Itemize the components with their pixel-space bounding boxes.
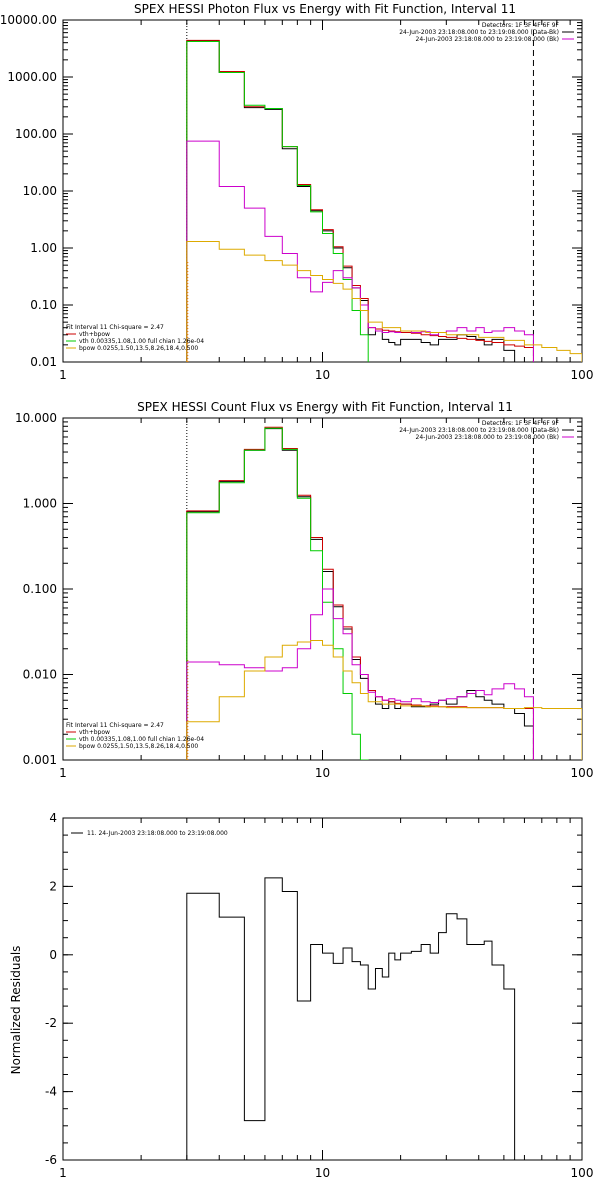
legend-text: vth 0.00335,1.08,1.00 full chian 1.26e-0…	[79, 338, 204, 345]
legend-text: bpow 0.0255,1.50,13.5,8.26,18.4,0.500	[79, 743, 198, 750]
series-black	[186, 40, 525, 362]
y-tick-label: 10000.00	[0, 13, 57, 27]
series-red	[186, 426, 534, 760]
y-tick-label: 0.10	[30, 298, 57, 312]
series-magenta	[186, 588, 534, 760]
y-tick-label: 0	[49, 948, 57, 962]
legend-text: 24-Jun-2003 23:18:08.000 to 23:19:08.000…	[416, 434, 559, 441]
y-tick-label: 1000.00	[7, 70, 57, 84]
data-layer	[186, 418, 582, 760]
y-tick-label: 10.00	[23, 184, 57, 198]
panel-residuals: Normalized Residuals 1 10 100 -6 -4 -2 0 2 4 11. …	[9, 811, 594, 1180]
x-tick-label: 1	[59, 1166, 67, 1180]
panel-count-flux: SPEX HESSI Count Flux vs Energy with Fit…	[15, 400, 594, 780]
y-tick-label: 10.000	[15, 411, 57, 425]
data-layer	[186, 877, 525, 1160]
series-green	[186, 40, 369, 362]
data-layer	[186, 20, 582, 362]
series-red	[186, 39, 534, 362]
series-green	[186, 427, 369, 760]
y-tick-label: -4	[45, 1085, 57, 1099]
x-tick-label: 10	[315, 1166, 330, 1180]
x-tick-label: 1	[59, 368, 67, 382]
legend-text: vth+bpow	[79, 331, 110, 338]
x-tick-label: 100	[571, 1166, 594, 1180]
legend-text: Fit Interval 11 Chi-square = 2.47	[66, 324, 164, 331]
legend-text: 11. 24-Jun-2003 23:18:08.000 to 23:19:08…	[87, 830, 228, 837]
y-axis-label: Normalized Residuals	[9, 946, 23, 1075]
plot-area: 1 10 100 -6 -4 -2 0 2 4 11. 24-Jun-2003 23:18:08.…	[45, 811, 594, 1180]
legend-text: 24-Jun-2003 23:18:08.000 to 23:19:08.000…	[399, 427, 559, 434]
y-tick-label: 0.010	[23, 668, 57, 682]
legend-text: bpow 0.0255,1.50,13.5,8.26,18.4,0.500	[79, 345, 198, 352]
x-tick-label: 1	[59, 766, 67, 780]
chart-title: SPEX HESSI Count Flux vs Energy with Fit…	[137, 400, 513, 414]
legend-text: 24-Jun-2003 23:18:08.000 to 23:19:08.000…	[416, 36, 559, 43]
legend-text: Detectors: 1F 3F 4F 6F 9F	[482, 420, 560, 427]
x-tick-label: 100	[571, 766, 594, 780]
y-tick-label: 1.00	[30, 241, 57, 255]
series-magenta	[186, 140, 534, 362]
panel-photon-flux: SPEX HESSI Photon Flux vs Energy with Fi…	[0, 2, 594, 382]
legend-text: Fit Interval 11 Chi-square = 2.47	[66, 722, 164, 729]
series-black	[186, 428, 534, 760]
legend-text: vth 0.00335,1.08,1.00 full chian 1.26e-0…	[79, 736, 204, 743]
y-tick-label: 4	[49, 811, 57, 825]
plot-area: 1 10 100 0.01 0.10 1.00 10.00 100.00 1000.00 1000…	[0, 13, 594, 382]
series-black	[186, 877, 525, 1160]
x-tick-label: 10	[315, 368, 330, 382]
legend-text: vth+bpow	[79, 729, 110, 736]
series-yellow	[186, 639, 582, 760]
chart-title: SPEX HESSI Photon Flux vs Energy with Fi…	[134, 2, 516, 16]
y-tick-label: -2	[45, 1016, 57, 1030]
y-tick-label: 100.00	[15, 127, 57, 141]
x-tick-label: 10	[315, 766, 330, 780]
plot-area: 1 10 100 0.001 0.010 0.100 1.000 10.000 Detector…	[15, 411, 594, 780]
y-tick-label: 0.001	[23, 753, 57, 767]
y-tick-label: 1.000	[23, 497, 57, 511]
y-tick-label: 2	[49, 879, 57, 893]
legend-text: 24-Jun-2003 23:18:08.000 to 23:19:08.000…	[399, 29, 559, 36]
legend-text: Detectors: 1F 3F 4F 6F 9F	[482, 22, 560, 29]
y-tick-label: 0.01	[30, 355, 57, 369]
x-tick-label: 100	[571, 368, 594, 382]
axes-frame	[62, 19, 583, 363]
series-yellow	[186, 241, 582, 362]
y-tick-label: -6	[45, 1153, 57, 1167]
y-tick-label: 0.100	[23, 582, 57, 596]
